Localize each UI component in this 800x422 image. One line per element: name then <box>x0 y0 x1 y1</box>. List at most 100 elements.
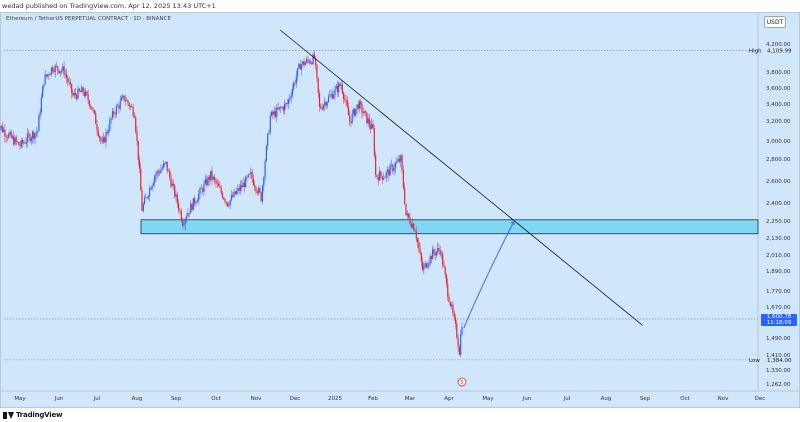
candle-body <box>21 140 24 144</box>
x-tick-label: Sep <box>171 396 182 402</box>
candle-body <box>180 210 182 221</box>
y-tick-label: 2,010.00 <box>766 253 791 259</box>
candle-body <box>230 195 233 200</box>
x-tick-label: Aug <box>601 396 612 402</box>
candle-body <box>117 105 119 107</box>
candle-body <box>66 74 68 79</box>
price-axis: 4,200.00 3,800.00 3,600.00 3,400.00 3,200.00… <box>749 42 792 388</box>
candle-body <box>98 136 101 138</box>
candle-body <box>281 107 283 109</box>
candle-body <box>176 194 178 204</box>
candle-body <box>242 182 244 188</box>
candle-body <box>354 109 356 116</box>
high-value: 4,109.99 <box>767 48 792 54</box>
candle-body <box>261 185 264 202</box>
projection-arrowhead <box>510 221 516 226</box>
candle-body <box>376 175 378 177</box>
candle-body <box>5 136 7 138</box>
candle-body <box>259 188 261 193</box>
candle-body <box>11 136 14 138</box>
currency-button[interactable]: USDT <box>764 16 786 28</box>
candle-body <box>350 121 352 123</box>
candle-body <box>243 182 245 188</box>
candle-body <box>428 263 430 266</box>
candle-body <box>286 103 288 104</box>
candle-body <box>331 94 334 99</box>
candle-body <box>451 304 453 306</box>
candle-body <box>6 137 9 138</box>
candle-body <box>102 137 105 142</box>
candle-body <box>404 187 406 204</box>
candle-body <box>456 323 458 338</box>
candle-body <box>33 131 35 139</box>
x-tick-label: May <box>14 396 26 402</box>
candle-body <box>127 100 129 104</box>
candle-body <box>393 168 395 171</box>
y-tick-label: 1,262.00 <box>766 382 791 388</box>
candle-body <box>357 104 359 109</box>
candle-body <box>186 216 188 219</box>
x-tick-label: Dec <box>290 396 301 402</box>
candle-body <box>198 193 200 201</box>
y-tick-label: 2,800.00 <box>766 157 791 163</box>
candle-body <box>10 131 12 138</box>
candle-body <box>358 101 361 109</box>
candle-body <box>40 97 42 113</box>
candle-body <box>74 92 77 96</box>
candle-body <box>146 196 148 198</box>
candle-body <box>81 87 83 93</box>
candle-body <box>157 171 159 173</box>
candle-body <box>208 176 210 181</box>
y-tick-label: 3,000.00 <box>766 139 791 145</box>
candle-body <box>269 115 271 133</box>
candle-body <box>458 346 460 355</box>
candle-body <box>265 145 267 162</box>
candle-body <box>133 115 136 118</box>
candle-body <box>64 74 66 75</box>
candle-body <box>135 117 137 132</box>
candle-body <box>228 205 230 207</box>
candle-body <box>362 112 364 114</box>
candle-body <box>23 142 25 144</box>
candle-body <box>224 199 226 202</box>
candle-body <box>321 108 323 110</box>
candle-body <box>290 95 292 99</box>
candle-body <box>221 192 224 198</box>
candle-body <box>409 217 411 224</box>
candle-body <box>438 247 440 251</box>
candle-body <box>39 112 41 116</box>
candle-body <box>48 74 50 76</box>
candle-body <box>155 174 157 177</box>
candle-body <box>137 140 139 160</box>
candle-body <box>380 171 382 176</box>
candle-body <box>71 83 73 93</box>
candle-body <box>377 176 379 181</box>
candle-body <box>453 312 455 318</box>
candle-body <box>443 265 445 268</box>
candle-body <box>18 142 20 145</box>
candle-body <box>140 168 142 191</box>
candle-body <box>76 95 78 99</box>
candle-body <box>327 96 330 102</box>
candle-body <box>151 185 153 190</box>
candle-body <box>161 168 163 170</box>
candle-body <box>136 131 138 141</box>
candle-body <box>295 76 297 84</box>
footer-brand-block[interactable]: TradingView <box>3 409 62 421</box>
candle-body <box>15 137 17 142</box>
candle-body <box>375 155 377 176</box>
candle-body <box>361 104 363 113</box>
candle-body <box>379 171 381 181</box>
y-tick-label: 4,200.00 <box>766 42 791 48</box>
candle-body <box>432 249 434 260</box>
candle-body <box>59 71 61 74</box>
candle-body <box>100 137 102 142</box>
candle-body <box>274 111 277 117</box>
candle-body <box>206 179 208 186</box>
candle-body <box>223 197 225 200</box>
chart-area[interactable] <box>0 12 800 408</box>
candle-body <box>237 187 239 191</box>
candle-body <box>68 82 70 83</box>
candle-body <box>234 191 236 194</box>
